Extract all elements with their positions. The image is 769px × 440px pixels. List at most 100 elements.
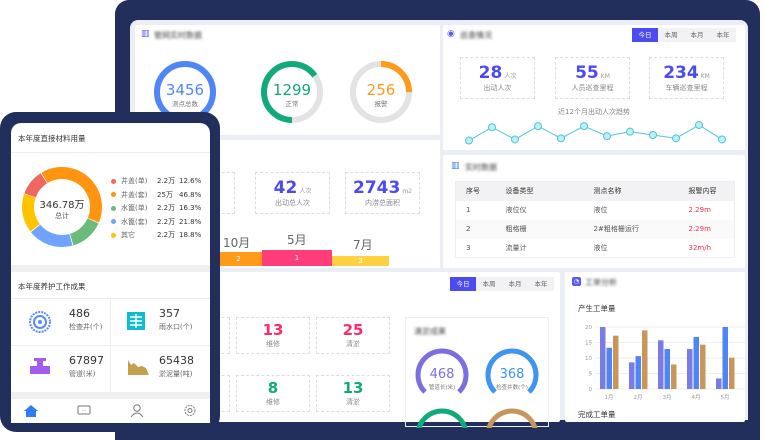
card-title: 清淤成果	[414, 327, 446, 336]
bar-chart-icon: ▥	[141, 29, 150, 39]
legend-dot	[111, 219, 116, 224]
bar	[635, 356, 641, 389]
divider	[11, 265, 210, 272]
legend-item: 其它 2.2万 18.8%	[111, 230, 201, 240]
trend-point	[465, 136, 473, 145]
legend-dot	[111, 232, 116, 238]
work-label: 雨水口(个)	[159, 323, 193, 331]
trend-line	[468, 124, 723, 141]
legend-name: 井盖(套)	[121, 190, 148, 199]
donut-slice	[22, 167, 102, 247]
stat-value: 28	[478, 63, 503, 83]
legend-amount: 2.2万	[157, 217, 176, 226]
tab-week[interactable]: 本周	[658, 28, 684, 42]
result-value: 368	[500, 367, 525, 382]
trend-line-chart	[465, 121, 726, 145]
stat-value: 42	[273, 178, 298, 198]
nav-home[interactable]: 首页	[24, 402, 38, 423]
tab-month[interactable]: 本月	[502, 277, 528, 291]
x-tick-label: 3月	[663, 394, 672, 401]
home-icon	[24, 402, 38, 421]
bar	[606, 347, 612, 389]
tab-today[interactable]: 今日	[450, 277, 476, 291]
table-cell: 2	[466, 225, 471, 233]
manhole-icon	[29, 311, 51, 337]
table-cell: 2.29m	[688, 225, 711, 233]
col-header: 序号	[466, 187, 480, 196]
stat-label: 清淤	[346, 398, 360, 406]
tab-year[interactable]: 本年	[710, 28, 736, 42]
nav-gear[interactable]	[183, 402, 197, 421]
legend-item: 水篦(套) 2.2万 21.8%	[111, 217, 201, 227]
stat-card: 13 清淤	[316, 375, 390, 412]
bar	[687, 349, 693, 389]
bar	[716, 378, 722, 389]
chart-title: 完成工单量	[578, 410, 616, 419]
stat-value: 13	[342, 379, 364, 397]
nav-chat[interactable]: ···	[77, 402, 91, 421]
tab-today[interactable]: 今日	[632, 28, 658, 42]
x-tick-label: 5月	[721, 394, 730, 401]
stat-value: 25	[342, 321, 364, 339]
stat-card: 25 清淤	[316, 317, 390, 354]
table-row[interactable]: 1 液位仪 液位 2.29m	[455, 200, 735, 220]
grate-icon	[126, 311, 146, 335]
svg-text:···: ···	[82, 408, 87, 414]
work-value: 67897	[69, 354, 104, 367]
phone-screen: 本年度直接材料用量 346.78万 总计 井盖(单) 2.2万 12.6% 井盖(套)…	[11, 123, 210, 423]
stat-card: 28 人次 出动人次	[460, 57, 535, 99]
table-cell: 液位	[593, 206, 608, 214]
realtime-panel: ▥ 实时数据 序号 设备类型 测点名称 报警内容 1 液位仪 液位 2.29m 2 粗格栅 2#粗…	[443, 155, 745, 268]
table-header: 序号 设备类型 测点名称 报警内容	[455, 181, 735, 201]
table-cell: 粗格栅	[505, 225, 527, 233]
work-order-bar-chart: 0 5 10 15 20 1月 2月 3月 4月 5月	[585, 325, 745, 401]
x-tick-label: 1月	[605, 394, 614, 401]
trend-point	[488, 123, 496, 132]
bar	[693, 336, 699, 389]
stat-card: 2743 m2 内涝总面积	[345, 172, 420, 214]
donut-total-label: 总计	[55, 212, 69, 220]
result-label: 管道长(米)	[429, 383, 455, 391]
stat-label: 维修	[266, 340, 280, 348]
stat-card: 8 维修	[236, 375, 310, 412]
table-row[interactable]: 2 粗格栅 2#粗格栅运行 2.29m	[455, 219, 735, 239]
pipe-icon	[29, 358, 51, 380]
table-cell: 液位	[593, 243, 608, 252]
chat-icon: ···	[77, 402, 91, 421]
rank-bar: 3	[332, 256, 389, 266]
nav-label: 首页	[24, 421, 38, 423]
divider	[11, 152, 210, 153]
trend-point	[672, 134, 680, 143]
legend-pct: 16.3%	[179, 204, 202, 212]
panel-title: 管网实时数据	[154, 31, 202, 40]
table-cell: 液位仪	[505, 206, 527, 214]
table-cell: 32m/h	[688, 243, 712, 252]
bar	[664, 349, 670, 389]
stat-label: 出动人次	[483, 84, 512, 92]
trend-point	[557, 134, 565, 143]
legend-pct: 21.8%	[179, 217, 202, 226]
trend-point	[695, 121, 703, 129]
tab-week[interactable]: 本周	[476, 277, 502, 291]
donut-total: 346.78万	[39, 200, 85, 211]
y-tick-label: 0	[589, 387, 593, 393]
table-row[interactable]: 3 流量计 液位 32m/h	[455, 238, 735, 258]
work-value: 486	[69, 307, 90, 320]
col-header: 报警内容	[688, 187, 717, 196]
material-donut-chart	[22, 167, 102, 247]
work-title: 本年度养护工作成果	[18, 282, 86, 291]
legend-dot	[111, 178, 116, 184]
table-cell: 1	[466, 206, 471, 214]
col-header: 测点名称	[593, 187, 622, 196]
result-arc	[415, 348, 469, 394]
tab-year[interactable]: 本年	[528, 277, 554, 291]
legend-dot	[111, 192, 116, 197]
tab-month[interactable]: 本月	[684, 28, 710, 42]
legend-amount: 2.2万	[157, 177, 176, 185]
nav-user[interactable]	[130, 402, 144, 421]
stat-label: 内涝总面积	[365, 199, 400, 207]
bar-chart-icon: ▥	[451, 161, 460, 171]
gauge-label: 正常	[286, 99, 299, 108]
legend-item: 水篦(单) 2.2万 16.3%	[111, 203, 201, 213]
maintenance-tabs: 今日 本周 本月 本年	[450, 277, 554, 291]
